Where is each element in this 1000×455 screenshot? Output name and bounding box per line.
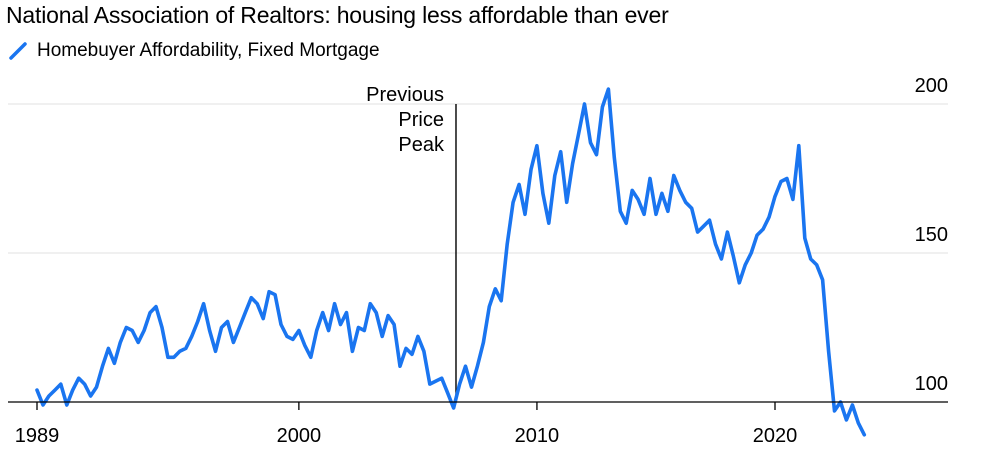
y-tick-label: 100 <box>915 373 948 395</box>
gridlines <box>8 103 948 254</box>
x-tick-label: 2000 <box>277 425 322 447</box>
annotation-text: Previous <box>366 84 444 106</box>
y-tick-label: 200 <box>915 75 948 97</box>
legend: Homebuyer Affordability, Fixed Mortgage <box>8 40 380 62</box>
x-tick-label: 1989 <box>15 425 60 447</box>
x-tick-label: 2020 <box>753 425 798 447</box>
y-tick-label: 150 <box>915 224 948 246</box>
legend-label: Homebuyer Affordability, Fixed Mortgage <box>37 40 380 61</box>
annotation-group: Previous Price Peak <box>366 84 457 402</box>
series-line-homebuyer-affordability <box>35 87 867 437</box>
annotation-text: Price <box>398 109 444 131</box>
x-tick-label: 2010 <box>515 425 560 447</box>
x-axis: 1989 2000 2010 2020 <box>8 401 948 447</box>
y-axis: 100 150 200 <box>915 75 948 395</box>
legend-line-icon <box>9 42 27 60</box>
annotation-text: Peak <box>398 134 445 156</box>
series-group <box>35 87 867 437</box>
chart-title: National Association of Realtors: housin… <box>6 2 669 28</box>
